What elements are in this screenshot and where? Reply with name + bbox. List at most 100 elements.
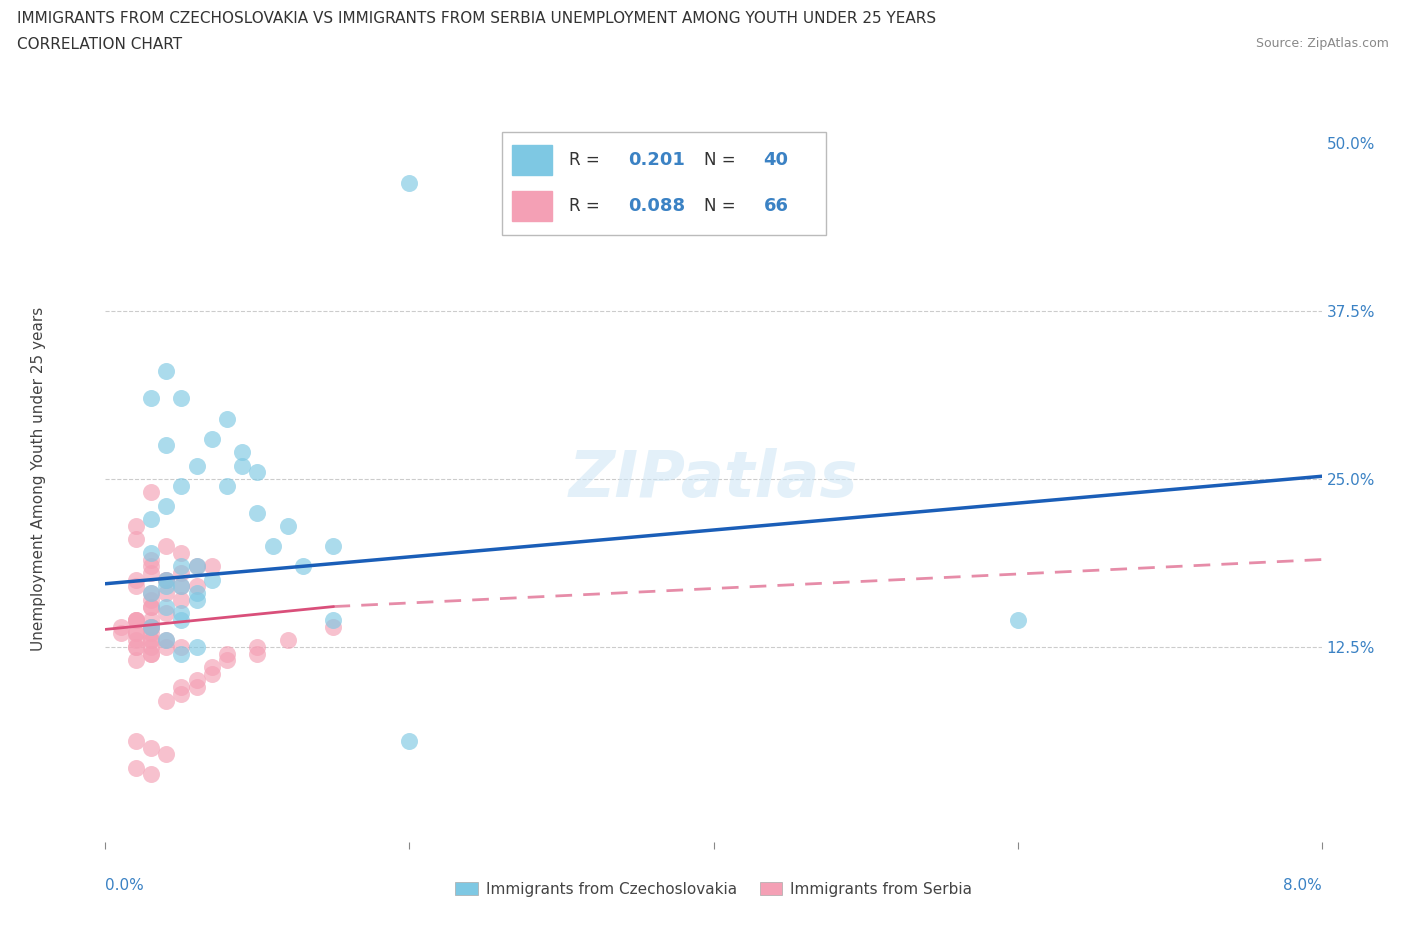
Point <box>186 559 208 574</box>
Point <box>170 579 193 594</box>
Bar <box>512 145 553 175</box>
Point <box>170 391 193 405</box>
Point <box>155 364 177 379</box>
Point <box>125 613 148 628</box>
Text: 66: 66 <box>763 197 789 215</box>
Point <box>155 605 177 620</box>
Point <box>125 632 148 647</box>
Point <box>246 640 269 655</box>
Point <box>170 613 193 628</box>
Point <box>155 599 177 614</box>
Point <box>125 532 148 547</box>
Text: CORRELATION CHART: CORRELATION CHART <box>17 37 181 52</box>
Text: 0.0%: 0.0% <box>105 878 145 893</box>
Point <box>139 619 162 634</box>
Text: R =: R = <box>568 152 605 169</box>
Point <box>217 478 239 493</box>
Point <box>201 432 224 446</box>
Point <box>139 619 162 634</box>
Point <box>139 565 162 580</box>
Point <box>1007 613 1029 628</box>
Point <box>110 619 132 634</box>
Point <box>139 552 162 567</box>
Point <box>246 646 269 661</box>
Text: ZIPatlas: ZIPatlas <box>569 448 858 510</box>
Point <box>125 626 148 641</box>
Point <box>155 632 177 647</box>
Point <box>139 626 162 641</box>
Text: R =: R = <box>568 197 605 215</box>
Point <box>139 619 162 634</box>
Point <box>125 626 148 641</box>
Point <box>155 572 177 587</box>
Point <box>155 586 177 601</box>
Point <box>231 458 253 473</box>
Point <box>139 586 162 601</box>
Point <box>139 632 162 647</box>
Point <box>322 613 344 628</box>
Point <box>170 579 193 594</box>
Point <box>186 579 208 594</box>
Point <box>217 653 239 668</box>
Point <box>139 640 162 655</box>
Point <box>170 565 193 580</box>
Point <box>125 640 148 655</box>
Point <box>139 485 162 499</box>
Point <box>246 465 269 480</box>
Point <box>155 538 177 553</box>
Text: 8.0%: 8.0% <box>1282 878 1322 893</box>
Point <box>139 391 162 405</box>
Point <box>292 559 315 574</box>
Point <box>186 586 208 601</box>
Point <box>170 545 193 560</box>
Point <box>125 761 148 776</box>
Point <box>139 586 162 601</box>
FancyBboxPatch shape <box>502 132 827 235</box>
Point <box>155 747 177 762</box>
Point <box>217 646 239 661</box>
Text: 0.201: 0.201 <box>628 152 685 169</box>
Point <box>170 478 193 493</box>
Point <box>139 613 162 628</box>
Point <box>170 680 193 695</box>
Text: N =: N = <box>704 152 741 169</box>
Point <box>398 176 420 191</box>
Point <box>125 734 148 749</box>
Point <box>231 445 253 459</box>
Point <box>139 599 162 614</box>
Point <box>155 572 177 587</box>
Point <box>139 599 162 614</box>
Point <box>186 458 208 473</box>
Text: Source: ZipAtlas.com: Source: ZipAtlas.com <box>1256 37 1389 50</box>
Point <box>125 519 148 534</box>
Point <box>155 498 177 513</box>
Point <box>246 505 269 520</box>
Text: 40: 40 <box>763 152 789 169</box>
Point <box>155 632 177 647</box>
Point <box>186 680 208 695</box>
Point <box>139 512 162 526</box>
Point <box>322 619 344 634</box>
Point <box>125 572 148 587</box>
Point <box>170 686 193 701</box>
Point <box>398 734 420 749</box>
Point <box>110 626 132 641</box>
Point <box>139 592 162 607</box>
Point <box>125 579 148 594</box>
Point <box>170 640 193 655</box>
Point <box>155 640 177 655</box>
Point <box>170 646 193 661</box>
Text: N =: N = <box>704 197 741 215</box>
Text: IMMIGRANTS FROM CZECHOSLOVAKIA VS IMMIGRANTS FROM SERBIA UNEMPLOYMENT AMONG YOUT: IMMIGRANTS FROM CZECHOSLOVAKIA VS IMMIGR… <box>17 11 936 26</box>
Point <box>186 673 208 688</box>
Point <box>139 646 162 661</box>
Point <box>201 659 224 674</box>
Point <box>139 767 162 782</box>
Point <box>170 592 193 607</box>
Point <box>322 538 344 553</box>
Point <box>139 632 162 647</box>
Point <box>277 632 299 647</box>
Point <box>125 653 148 668</box>
Bar <box>512 192 553 221</box>
Point <box>139 619 162 634</box>
